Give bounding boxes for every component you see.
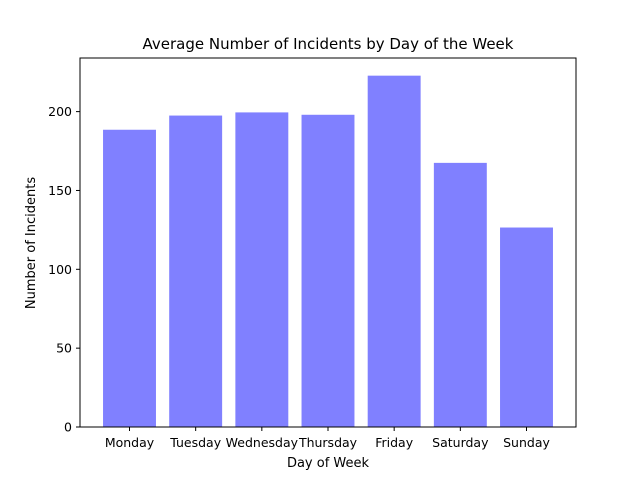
plot-frame xyxy=(79,57,577,428)
bar-sunday xyxy=(500,227,553,427)
bar-saturday xyxy=(433,162,487,427)
bar-thursday xyxy=(301,114,355,428)
y-tick-label-50: 50 xyxy=(56,341,72,356)
x-tick-label-friday: Friday xyxy=(375,435,413,450)
x-tick-label-sunday: Sunday xyxy=(503,435,550,450)
y-tick-label-200: 200 xyxy=(48,104,72,119)
bar-wednesday xyxy=(235,112,289,428)
bar-friday xyxy=(367,75,421,427)
x-tick-label-monday: Monday xyxy=(105,435,155,450)
y-axis-ticks: 0 50 100 150 200 xyxy=(48,104,80,435)
x-tick-label-wednesday: Wednesday xyxy=(226,435,299,450)
x-tick-label-tuesday: Tuesday xyxy=(169,435,221,450)
bars-group xyxy=(103,75,553,428)
x-axis-label: Day of Week xyxy=(287,456,370,471)
chart-title: Average Number of Incidents by Day of th… xyxy=(143,35,514,53)
y-tick-label-150: 150 xyxy=(48,183,72,198)
x-axis-ticks: Monday Tuesday Wednesday Thursday Friday Satu… xyxy=(105,427,550,450)
y-tick-label-0: 0 xyxy=(64,420,72,435)
x-tick-label-thursday: Thursday xyxy=(298,435,358,450)
bar-tuesday xyxy=(169,115,223,427)
y-axis-label: Number of Incidents xyxy=(24,177,39,309)
x-tick-label-saturday: Saturday xyxy=(432,435,489,450)
y-tick-label-100: 100 xyxy=(48,262,72,277)
bar-monday xyxy=(103,129,156,427)
